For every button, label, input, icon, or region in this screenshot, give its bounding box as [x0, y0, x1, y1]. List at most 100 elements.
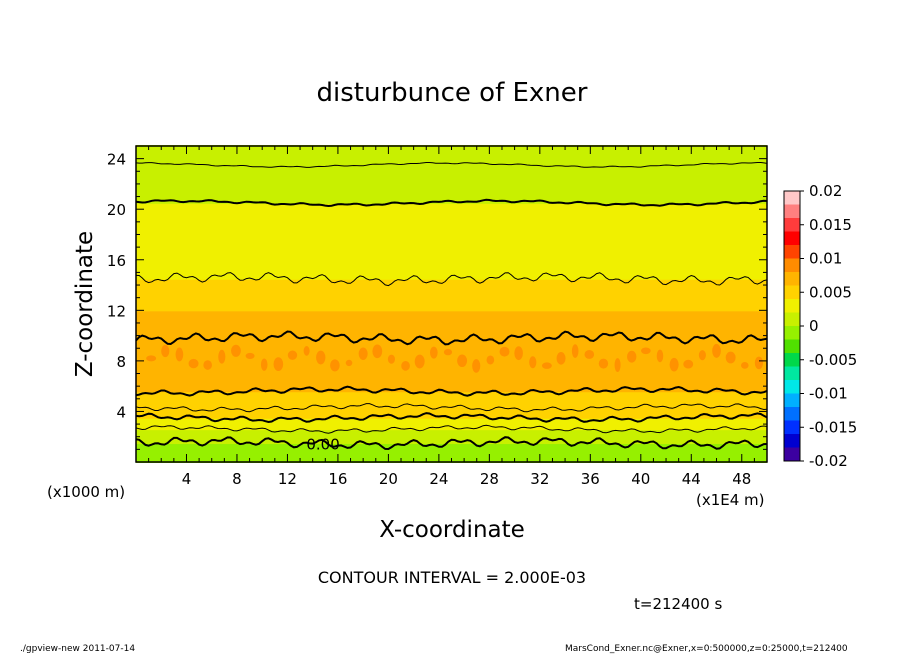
x-tick-label-10: 44 [682, 470, 701, 488]
blob-24 [486, 355, 495, 365]
blob-23 [472, 359, 481, 373]
blob-40 [712, 343, 721, 358]
x-tick-label-11: 48 [732, 470, 751, 488]
blob-37 [669, 357, 679, 372]
colorbar-swatch-18 [784, 434, 800, 448]
y-tick-label-0: 4 [116, 403, 126, 421]
footer-right: MarsCond_Exner.nc@Exner,x=0:500000,z=0:2… [565, 644, 848, 654]
blob-28 [541, 362, 552, 369]
colorbar-swatch-15 [784, 393, 800, 408]
colorbar-swatch-13 [784, 366, 800, 381]
blob-30 [571, 344, 579, 358]
x-tick-label-2: 12 [278, 470, 297, 488]
disturbance-blobs [146, 343, 764, 373]
contour-value-label: 0.00 [306, 435, 339, 453]
contour-lines [135, 162, 768, 451]
time-stamp: t=212400 s [634, 595, 722, 613]
colorbar-swatch-3 [784, 231, 800, 246]
band-10 [136, 201, 767, 249]
colorbar-label-6: -0.01 [809, 385, 848, 403]
x-tick-label-9: 40 [631, 470, 650, 488]
band-11 [136, 163, 767, 204]
contour-line-1 [135, 424, 768, 434]
blob-15 [358, 347, 368, 360]
colorbar-swatch-6 [784, 272, 800, 286]
blob-43 [754, 356, 764, 370]
contour-line-0 [135, 436, 768, 451]
x-tick-label-0: 4 [182, 470, 192, 488]
y-tick-label-1: 8 [116, 353, 126, 371]
y-tick-label-3: 16 [107, 252, 126, 270]
band-5 [136, 372, 767, 393]
blob-26 [514, 346, 523, 361]
blob-33 [614, 358, 621, 373]
contour-line-6 [135, 272, 768, 287]
footer-left: ./gpview-new 2011-07-14 [20, 644, 135, 654]
blob-34 [627, 350, 637, 363]
colorbar-label-5: -0.005 [809, 351, 857, 369]
blob-36 [656, 349, 664, 363]
colorbar-swatch-10 [784, 326, 800, 340]
colorbar-swatch-0 [784, 191, 800, 205]
colorbar-swatch-19 [784, 447, 800, 462]
x-tick-label-1: 8 [232, 470, 242, 488]
contour-line-5 [135, 330, 768, 346]
colorbar-swatch-9 [784, 312, 800, 327]
band-1 [136, 428, 767, 445]
blob-8 [260, 358, 268, 371]
contour-line-3 [135, 403, 768, 413]
colorbar-swatch-8 [784, 299, 800, 313]
blob-20 [430, 346, 438, 359]
contour-line-7 [135, 198, 768, 208]
colorbar-label-1: 0.015 [809, 216, 852, 234]
contour-line-2 [135, 412, 768, 424]
blob-19 [414, 354, 425, 369]
blob-9 [273, 357, 284, 372]
blob-16 [372, 344, 383, 359]
blob-6 [231, 344, 241, 357]
blob-32 [598, 358, 609, 369]
x-unit-left: (x1000 m) [47, 483, 125, 501]
blob-42 [740, 361, 749, 369]
x-tick-label-3: 16 [328, 470, 347, 488]
x-unit-right: (x1E4 m) [696, 491, 765, 509]
blob-3 [188, 358, 199, 369]
colorbar-swatch-7 [784, 285, 800, 300]
colorbar-label-7: -0.015 [809, 418, 857, 436]
blob-22 [457, 354, 468, 368]
colorbar-label-2: 0.01 [809, 250, 842, 268]
blob-25 [499, 346, 510, 357]
colorbar-label-3: 0.005 [809, 283, 852, 301]
blob-4 [203, 360, 212, 370]
x-axis-ticks: 4 8 12 16 20 24 28 32 36 40 44 48 [148, 146, 755, 488]
y-axis-label: Z-coordinate [72, 231, 98, 377]
colorbar: 0.02 0.015 0.01 0.005 0 -0.005 -0.01 -0.015 -0.0… [783, 182, 857, 470]
colorbar-swatch-2 [784, 218, 800, 232]
colorbar-label-0: 0.02 [809, 182, 842, 200]
colorbar-label-8: -0.02 [809, 452, 848, 470]
band-7 [136, 309, 767, 337]
contour-interval: CONTOUR INTERVAL = 2.000E-03 [318, 568, 586, 587]
blob-10 [287, 350, 298, 360]
blob-18 [401, 360, 410, 371]
x-tick-label-5: 24 [429, 470, 448, 488]
band-8 [136, 277, 767, 312]
chart-title: disturbunce of Exner [317, 78, 588, 108]
blob-2 [175, 347, 184, 362]
blob-11 [303, 346, 310, 356]
colorbar-swatch-14 [784, 380, 800, 394]
band-2 [136, 416, 767, 431]
x-tick-label-7: 32 [530, 470, 549, 488]
blob-0 [146, 355, 157, 362]
band-12 [136, 145, 767, 166]
blob-38 [683, 359, 694, 369]
colorbar-swatch-5 [784, 258, 800, 273]
blob-7 [245, 352, 255, 359]
colorbar-swatch-1 [784, 204, 800, 219]
colorbar-swatch-11 [784, 339, 800, 354]
colorbar-swatch-17 [784, 420, 800, 435]
blob-14 [345, 359, 353, 367]
colorbar-swatch-12 [784, 353, 800, 367]
blob-31 [584, 349, 595, 359]
